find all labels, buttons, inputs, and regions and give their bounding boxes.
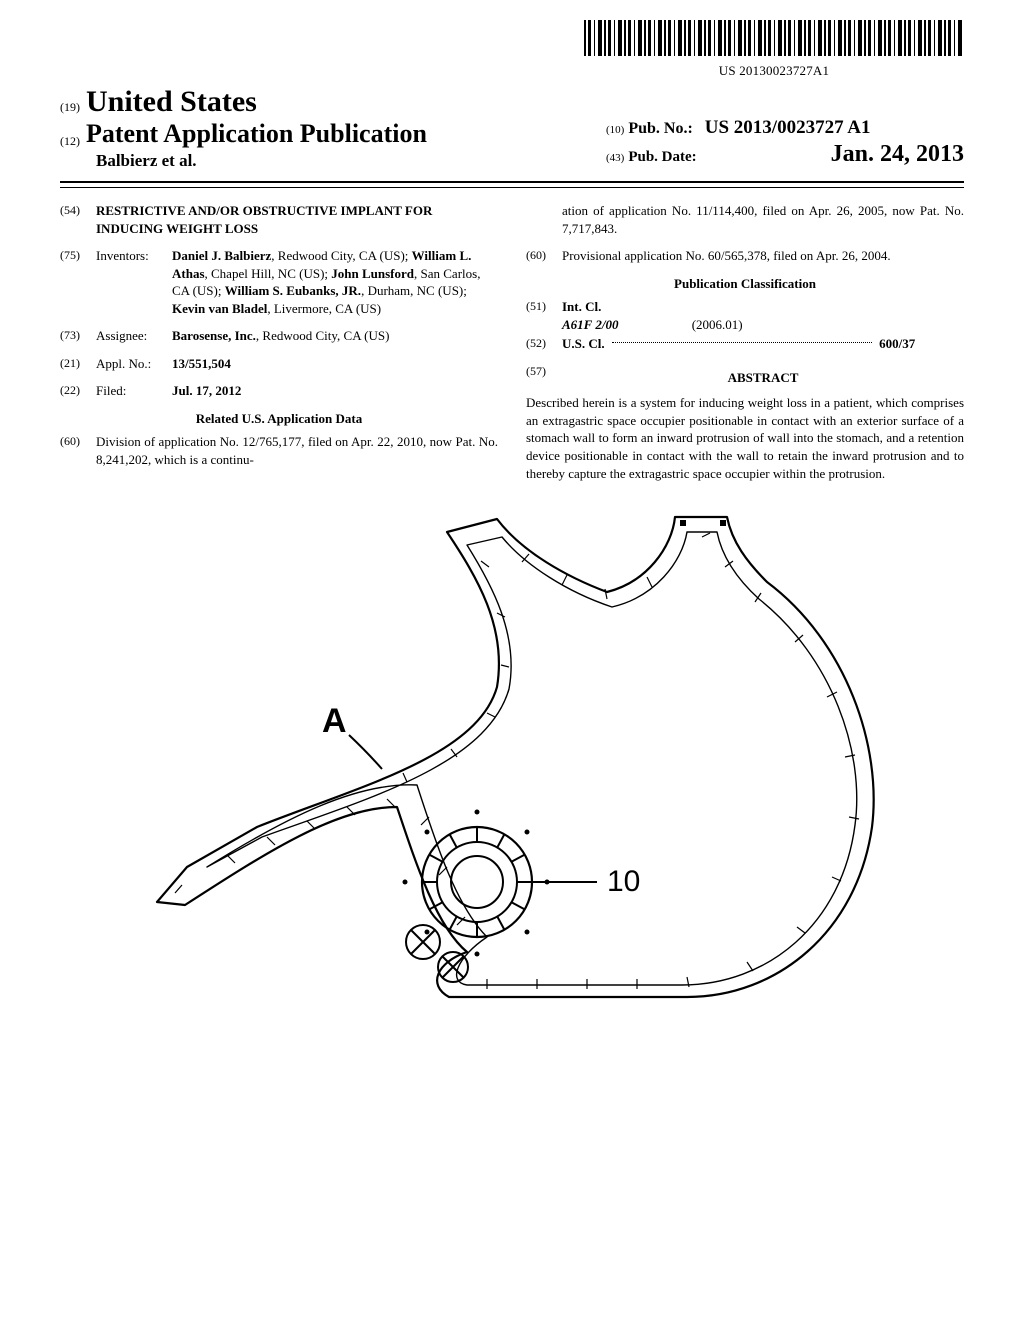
related-continuation: ation of application No. 11/114,400, fil… (562, 202, 964, 237)
us-cl-value: 600/37 (879, 336, 915, 351)
rule-thin (60, 187, 964, 188)
appl-row: (21) Appl. No.: 13/551,504 (60, 355, 498, 373)
invention-title: RESTRICTIVE AND/OR OBSTRUCTIVE IMPLANT F… (96, 202, 498, 237)
inventor-loc: Redwood City, CA (US) (278, 248, 405, 263)
code-43: (43) (606, 152, 624, 164)
us-cl-row: (52) U.S. Cl. 600/37 (526, 335, 964, 353)
left-column: (54) RESTRICTIVE AND/OR OBSTRUCTIVE IMPL… (60, 202, 498, 482)
document-header: (19) United States (12) Patent Applicati… (60, 85, 964, 171)
barcode (584, 20, 964, 56)
related-row: (60) Division of application No. 12/765,… (60, 433, 498, 468)
inventor-name: Kevin van Bladel (172, 301, 267, 316)
us-cl-label: U.S. Cl. (562, 336, 605, 351)
barcode-doc-number: US 20130023727A1 (584, 63, 964, 79)
inventor-loc: Livermore, CA (US) (274, 301, 381, 316)
assignee-loc: Redwood City, CA (US) (262, 328, 389, 343)
code-73: (73) (60, 327, 96, 345)
int-cl-date: (2006.01) (692, 317, 743, 332)
related-title: Related U.S. Application Data (60, 410, 498, 428)
biblio-columns: (54) RESTRICTIVE AND/OR OBSTRUCTIVE IMPL… (60, 202, 964, 482)
code-12: (12) (60, 134, 80, 149)
inventor-loc: Durham, NC (US) (368, 283, 464, 298)
int-cl-row: (51) Int. Cl. A61F 2/00 (2006.01) (526, 298, 964, 333)
abstract-header-row: (57) ABSTRACT (526, 363, 964, 393)
inventor-name: William S. Eubanks, JR. (225, 283, 361, 298)
title-row: (54) RESTRICTIVE AND/OR OBSTRUCTIVE IMPL… (60, 202, 498, 237)
inventor-name: Daniel J. Balbierz (172, 248, 271, 263)
related-text: Division of application No. 12/765,177, … (96, 433, 498, 468)
inventor-name: John Lunsford (331, 266, 414, 281)
code-21: (21) (60, 355, 96, 373)
country-title: United States (86, 85, 257, 119)
dotted-leader (612, 342, 872, 343)
pub-date-label: Pub. Date: (628, 149, 696, 165)
patent-figure: A 10 (127, 507, 897, 1047)
barcode-block: US 20130023727A1 (584, 20, 964, 79)
figure-area: A 10 (60, 507, 964, 1052)
inventors-label: Inventors: (96, 247, 172, 317)
abstract-label: ABSTRACT (562, 369, 964, 387)
inventor-loc: Chapel Hill, NC (US) (211, 266, 324, 281)
inventors-row: (75) Inventors: Daniel J. Balbierz, Redw… (60, 247, 498, 317)
assignee-row: (73) Assignee: Barosense, Inc., Redwood … (60, 327, 498, 345)
pub-no: US 2013/0023727 A1 (705, 117, 871, 138)
pub-date: Jan. 24, 2013 (831, 141, 964, 167)
abstract-text: Described herein is a system for inducin… (526, 394, 964, 482)
int-cl-code: A61F 2/00 (562, 317, 618, 332)
figure-label-a: A (322, 702, 347, 740)
provisional-text: Provisional application No. 60/565,378, … (562, 247, 964, 265)
code-52: (52) (526, 335, 562, 353)
assignee-content: Barosense, Inc., Redwood City, CA (US) (172, 327, 498, 345)
figure-ref-10: 10 (607, 865, 640, 898)
assignee-name: Barosense, Inc. (172, 328, 256, 343)
code-54: (54) (60, 202, 96, 237)
code-60b: (60) (526, 247, 562, 265)
inventors-list: Daniel J. Balbierz, Redwood City, CA (US… (172, 247, 498, 317)
code-75: (75) (60, 247, 96, 317)
rule-thick (60, 181, 964, 183)
code-19: (19) (60, 100, 80, 115)
code-57: (57) (526, 363, 562, 393)
code-60a: (60) (60, 433, 96, 468)
filed-row: (22) Filed: Jul. 17, 2012 (60, 382, 498, 400)
filed-date: Jul. 17, 2012 (172, 382, 498, 400)
code-22: (22) (60, 382, 96, 400)
assignee-label: Assignee: (96, 327, 172, 345)
header-right: (10) Pub. No.: US 2013/0023727 A1 (43) P… (606, 117, 964, 168)
appl-label: Appl. No.: (96, 355, 172, 373)
code-10: (10) (606, 124, 624, 136)
filed-label: Filed: (96, 382, 172, 400)
provisional-row: (60) Provisional application No. 60/565,… (526, 247, 964, 265)
pub-class-title: Publication Classification (526, 275, 964, 293)
doc-type-title: Patent Application Publication (86, 119, 427, 149)
right-column: ation of application No. 11/114,400, fil… (526, 202, 964, 482)
appl-no: 13/551,504 (172, 355, 498, 373)
code-51: (51) (526, 298, 562, 333)
int-cl-label: Int. Cl. (562, 299, 601, 314)
pub-no-label: Pub. No.: (628, 120, 696, 137)
